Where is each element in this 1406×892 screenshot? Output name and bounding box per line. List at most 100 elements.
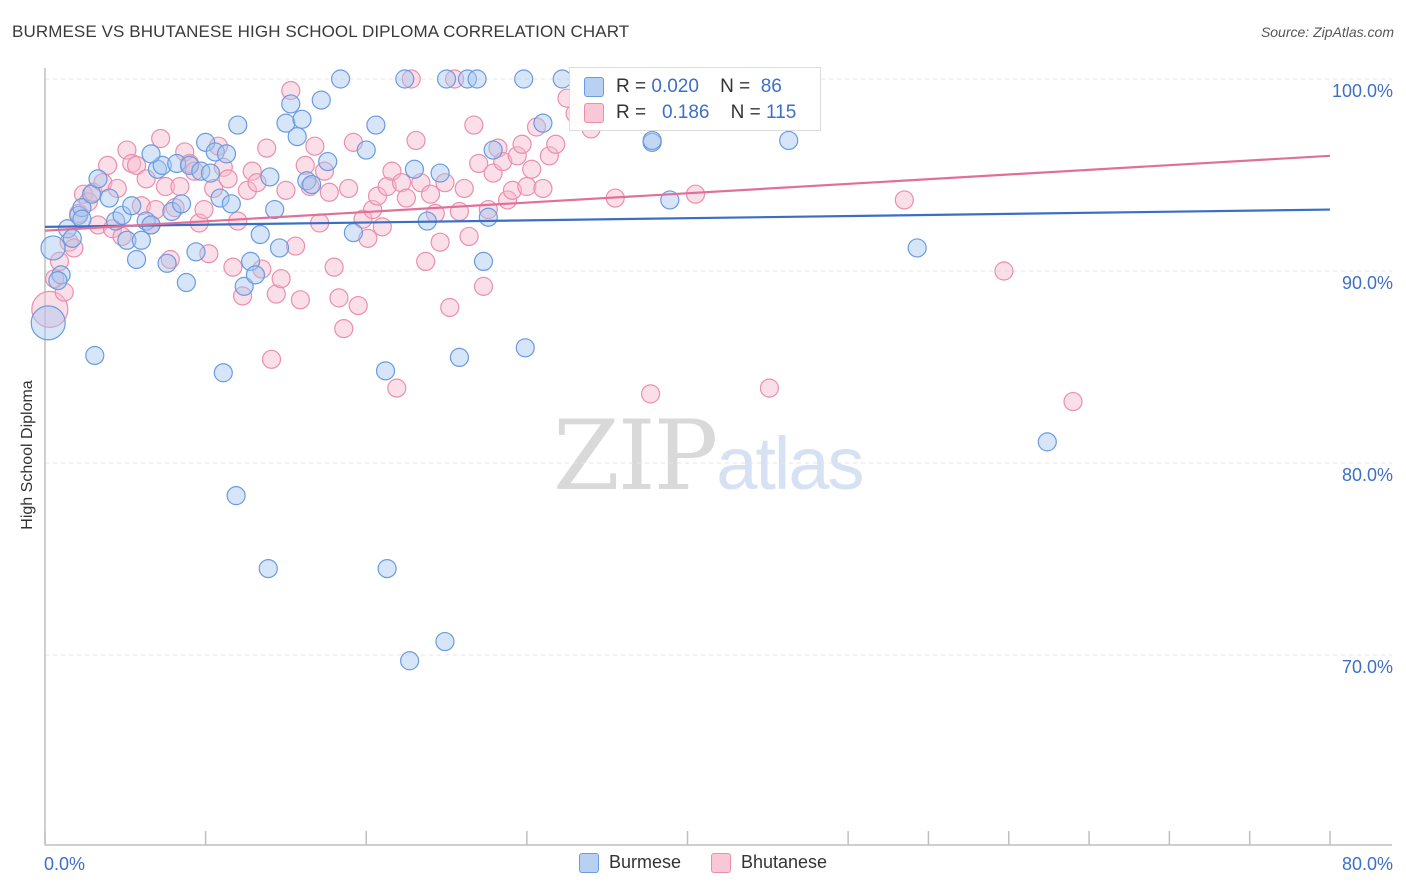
y-tick-label: 100.0%	[1332, 81, 1393, 101]
bhutanese-point	[324, 257, 344, 277]
bhutanese-point	[155, 176, 176, 197]
burmese-point	[88, 169, 108, 189]
burmese-point	[533, 113, 553, 133]
burmese-point	[228, 115, 248, 135]
burmese-point	[377, 558, 397, 579]
burmese-point	[40, 235, 66, 261]
bhutanese-point	[502, 180, 523, 200]
burmese-points	[30, 69, 1057, 671]
burmese-point	[779, 130, 799, 151]
burmese-point	[404, 159, 425, 179]
burmese-point	[62, 228, 82, 248]
axes	[44, 68, 1392, 846]
bhutanese-point	[546, 134, 566, 154]
burmese-point	[72, 198, 92, 218]
burmese-point	[162, 201, 182, 222]
burmese-point	[51, 265, 71, 285]
bhutanese-point	[522, 159, 542, 179]
burmese-point	[457, 69, 478, 89]
burmese-point	[226, 486, 246, 506]
burmese-point	[131, 230, 151, 250]
burmese-point	[234, 276, 254, 296]
burmese-point	[281, 94, 301, 114]
x-tick-label-right: 80.0%	[1342, 854, 1393, 874]
bhutanese-point	[377, 176, 397, 197]
legend-row-burmese: R = 0.020 N = 86	[584, 75, 782, 99]
burmese-point	[642, 130, 662, 151]
legend-row-bhutanese: R = 0.186 N = 115	[584, 101, 796, 125]
bhutanese-point	[533, 178, 553, 199]
burmese-point	[258, 558, 278, 579]
bhutanese-point	[223, 257, 243, 277]
bhutanese-point	[151, 128, 171, 149]
burmese-point	[343, 223, 363, 243]
bhutanese-swatch	[584, 103, 604, 123]
burmese-point	[85, 345, 105, 366]
burmese-point	[1037, 432, 1057, 452]
bhutanese-point	[387, 378, 407, 398]
burmese-point	[395, 69, 415, 89]
burmese-point	[196, 132, 216, 152]
legend-item-bhutanese[interactable]: Bhutanese	[710, 852, 828, 873]
burmese-point	[186, 242, 206, 262]
legend-label-bhutanese: Bhutanese	[740, 852, 828, 872]
bhutanese-point	[319, 182, 339, 202]
legend-r-label: R =	[616, 76, 647, 97]
bhutanese-point	[194, 199, 214, 220]
burmese-point	[210, 188, 230, 208]
burmese-point	[157, 253, 177, 273]
bhutanese-point	[640, 384, 661, 404]
trend-lines	[44, 154, 1331, 232]
burmese-point	[366, 115, 386, 135]
legend-n-label: N =	[730, 102, 761, 123]
bhutanese-point	[435, 173, 455, 193]
bhutanese-point	[102, 219, 123, 239]
legend-item-burmese[interactable]: Burmese	[578, 852, 681, 873]
burmese-point	[269, 238, 290, 258]
bhutanese-point	[367, 186, 388, 206]
bhutanese-point	[338, 178, 359, 199]
burmese-point	[473, 251, 494, 271]
burmese-point	[907, 238, 927, 258]
burmese-point	[30, 305, 66, 341]
bhutanese-point	[416, 251, 436, 271]
bhutanese-point	[107, 178, 127, 199]
y-tick-label: 90.0%	[1342, 273, 1393, 293]
bhutanese-point	[208, 136, 229, 156]
burmese-point	[216, 144, 237, 164]
burmese-point	[260, 167, 280, 187]
bhutanese-point	[372, 217, 392, 237]
bhutanese-point	[232, 286, 253, 306]
bhutanese-point	[31, 290, 69, 328]
chart-title: BURMESE VS BHUTANESE HIGH SCHOOL DIPLOMA…	[12, 22, 630, 41]
x-tick-label-left: 0.0%	[44, 854, 85, 874]
bhutanese-point	[469, 153, 489, 174]
bhutanese-point	[430, 232, 450, 252]
burmese-point	[311, 90, 331, 110]
bhutanese-point	[759, 378, 780, 398]
bhutanese-point	[242, 161, 262, 181]
burmese-point	[302, 175, 322, 195]
bhutanese-point	[98, 155, 118, 175]
burmese-point	[449, 347, 470, 367]
burmese-swatch	[578, 852, 599, 873]
source-label: Source: ZipAtlas.com	[1260, 24, 1394, 40]
bhutanese-point	[204, 178, 224, 199]
bhutanese-point	[894, 190, 914, 210]
burmese-point	[478, 207, 498, 227]
burmese-point	[276, 113, 296, 133]
bhutanese-swatch	[710, 852, 731, 873]
bhutanese-point	[539, 146, 559, 166]
burmese-trend-line	[44, 208, 1331, 228]
burmese-point	[356, 140, 376, 160]
bhutanese-point	[420, 184, 441, 204]
bhutanese-point	[1063, 391, 1083, 412]
burmese-point	[141, 144, 161, 164]
bhutanese-point	[131, 196, 151, 216]
burmese-point	[221, 194, 241, 214]
bhutanese-point	[257, 138, 277, 158]
burmese-point	[250, 224, 270, 245]
bhutanese-point	[276, 180, 296, 200]
stats-legend: R = 0.020 N = 86 R = 0.186 N = 115	[569, 67, 821, 131]
